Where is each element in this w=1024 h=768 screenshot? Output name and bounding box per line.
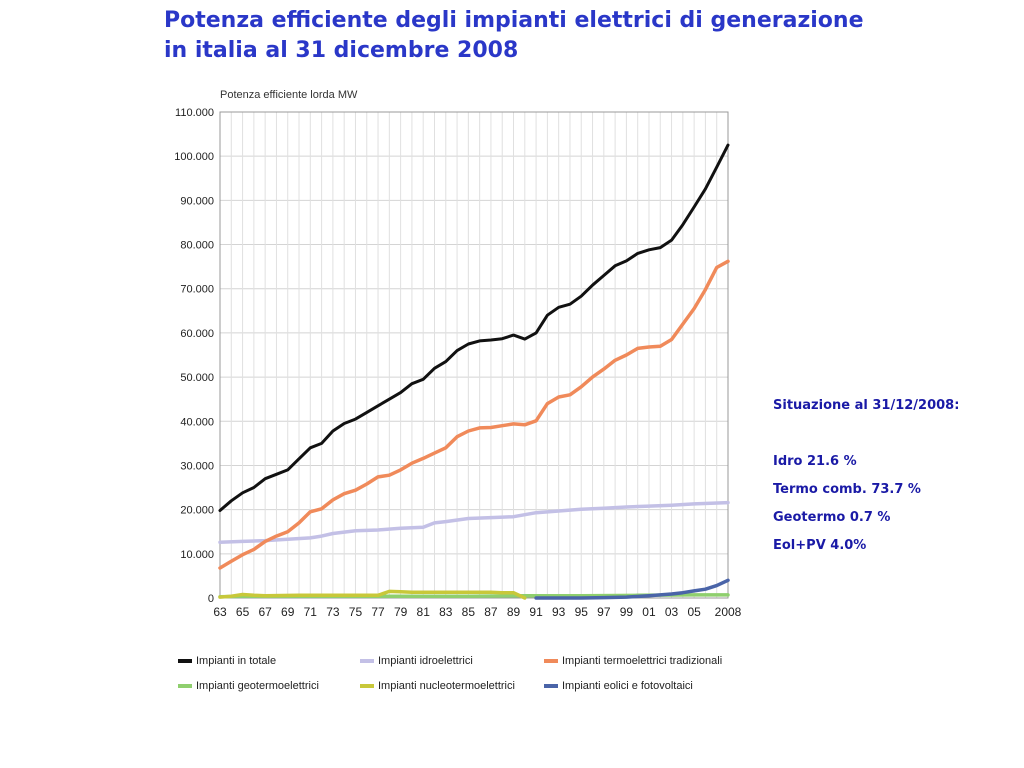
x-tick-label: 83 xyxy=(439,605,453,619)
legend-label: Impianti geotermoelettrici xyxy=(196,680,319,692)
y-axis-label: Potenza efficiente lorda MW xyxy=(220,89,358,101)
x-tick-label: 2008 xyxy=(715,605,742,619)
x-tick-label: 79 xyxy=(394,605,408,619)
legend-label: Impianti nucleotermoelettrici xyxy=(378,680,515,692)
series-line-4 xyxy=(218,589,527,600)
legend-swatch xyxy=(178,684,192,688)
x-tick-label: 85 xyxy=(462,605,476,619)
slide-title: Potenza efficiente degli impianti elettr… xyxy=(164,6,984,66)
x-tick-label: 87 xyxy=(484,605,498,619)
x-tick-label: 99 xyxy=(620,605,634,619)
summary-box: Situazione al 31/12/2008: Idro 21.6 % Te… xyxy=(773,392,959,560)
x-tick-label: 97 xyxy=(597,605,611,619)
summary-geotermo: Geotermo 0.7 % xyxy=(773,510,891,525)
y-tick-label: 30.000 xyxy=(180,460,214,472)
x-tick-label: 05 xyxy=(687,605,701,619)
y-tick-label: 50.000 xyxy=(180,372,214,384)
x-tick-label: 69 xyxy=(281,605,295,619)
series-line-0 xyxy=(218,143,730,512)
y-tick-label: 20.000 xyxy=(180,505,214,517)
y-axis-ticks: 0 10.000 20.000 30.000 40.000 50.000 60.000 70.… xyxy=(174,107,214,605)
summary-heading: Situazione al 31/12/2008: xyxy=(773,398,960,413)
legend-swatch xyxy=(360,659,374,663)
x-tick-label: 93 xyxy=(552,605,566,619)
legend-label: Impianti idroelettrici xyxy=(378,655,473,667)
x-tick-label: 89 xyxy=(507,605,521,619)
legend-item-idro: Impianti idroelettrici xyxy=(360,655,473,667)
legend-swatch xyxy=(544,684,558,688)
x-tick-label: 65 xyxy=(236,605,250,619)
summary-spacer xyxy=(773,420,959,448)
legend-item-nucleo: Impianti nucleotermoelettrici xyxy=(360,680,515,692)
series-lines xyxy=(218,143,730,600)
y-tick-label: 110.000 xyxy=(175,107,214,119)
legend-item-eolico: Impianti eolici e fotovoltaici xyxy=(544,680,693,692)
x-tick-label: 67 xyxy=(258,605,272,619)
legend-label: Impianti termoelettrici tradizionali xyxy=(562,655,723,667)
x-tick-label: 77 xyxy=(371,605,385,619)
x-tick-label: 63 xyxy=(213,605,227,619)
y-tick-label: 70.000 xyxy=(180,284,214,296)
x-tick-label: 03 xyxy=(665,605,679,619)
x-tick-label: 75 xyxy=(349,605,363,619)
y-tick-label: 40.000 xyxy=(180,416,214,428)
x-axis-ticks: 63 65 67 69 71 73 75 77 79 81 83 85 87 89 91 93 95 97 99 01… xyxy=(213,605,741,619)
x-tick-label: 01 xyxy=(642,605,656,619)
legend-swatch xyxy=(544,659,558,663)
legend-swatch xyxy=(360,684,374,688)
y-tick-label: 60.000 xyxy=(180,328,214,340)
summary-idro: Idro 21.6 % xyxy=(773,454,857,469)
series-line-2 xyxy=(218,259,730,570)
legend-label: Impianti in totale xyxy=(196,655,277,667)
summary-eolpv: Eol+PV 4.0% xyxy=(773,538,867,553)
summary-termo: Termo comb. 73.7 % xyxy=(773,482,921,497)
series-line-5 xyxy=(534,578,730,600)
y-tick-label: 100.000 xyxy=(174,151,214,163)
line-chart: Potenza efficiente lorda MW 0 10.000 20.00… xyxy=(174,89,741,619)
y-tick-label: 90.000 xyxy=(180,195,214,207)
x-tick-label: 81 xyxy=(417,605,431,619)
legend-item-totale: Impianti in totale xyxy=(178,655,276,667)
series-line-1 xyxy=(218,500,730,545)
slide-title-line2: in italia al 31 dicembre 2008 xyxy=(164,38,519,63)
x-tick-label: 71 xyxy=(304,605,318,619)
y-tick-label: 80.000 xyxy=(180,240,214,252)
y-tick-label: 10.000 xyxy=(180,549,214,561)
legend-item-geotermo: Impianti geotermoelettrici xyxy=(178,680,319,692)
slide-title-line1: Potenza efficiente degli impianti elettr… xyxy=(164,8,864,33)
x-tick-label: 73 xyxy=(326,605,340,619)
legend-item-termo: Impianti termoelettrici tradizionali xyxy=(544,655,722,667)
x-tick-label: 91 xyxy=(529,605,543,619)
legend-swatch xyxy=(178,659,192,663)
legend-label: Impianti eolici e fotovoltaici xyxy=(562,680,693,692)
plot-frame xyxy=(219,111,729,599)
x-tick-label: 95 xyxy=(575,605,589,619)
y-tick-label: 0 xyxy=(208,593,214,605)
